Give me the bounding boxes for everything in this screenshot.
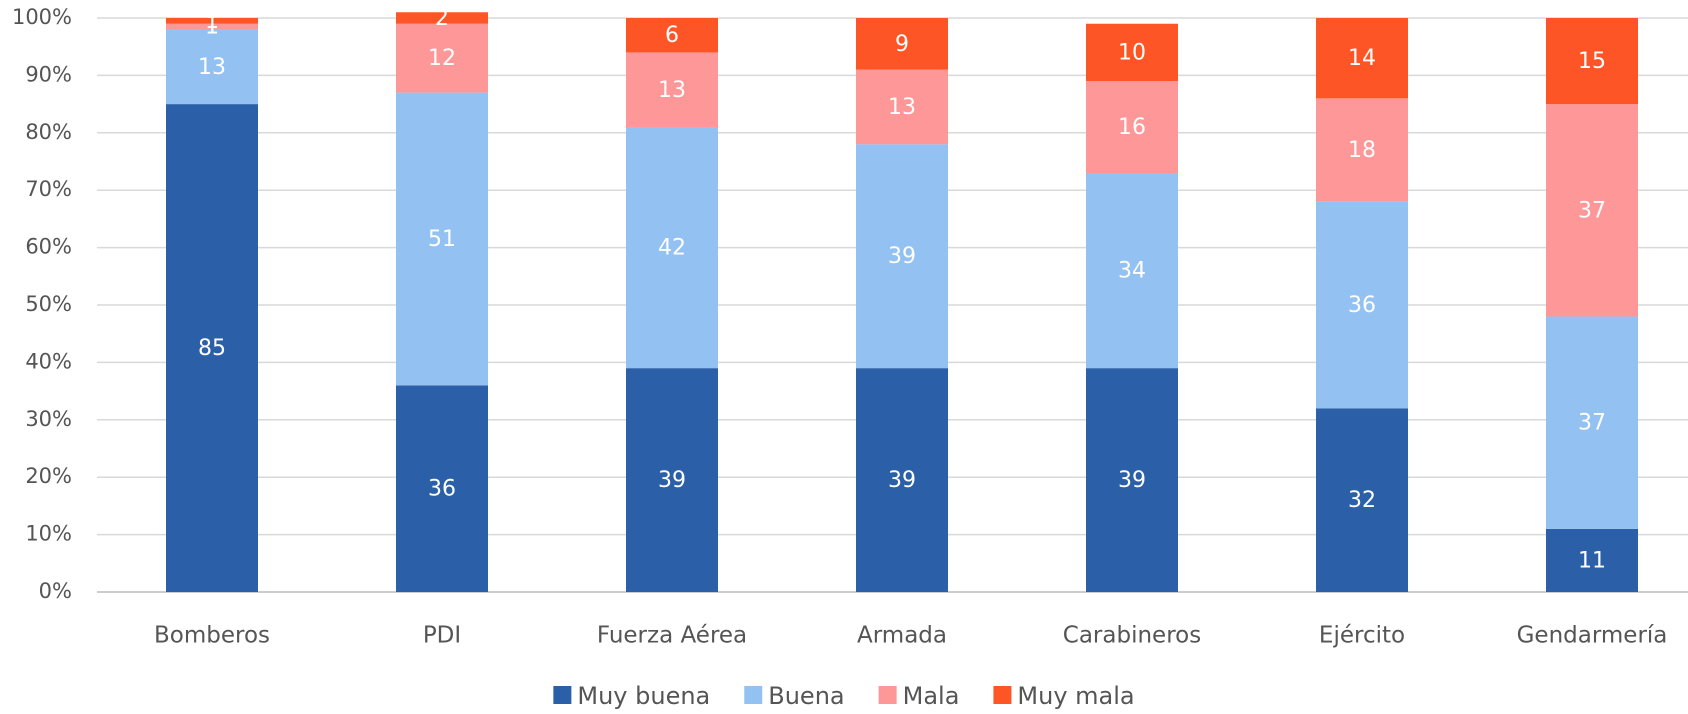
y-tick-label: 80% bbox=[25, 120, 72, 144]
y-tick-label: 30% bbox=[25, 407, 72, 431]
value-label: 36 bbox=[1348, 293, 1376, 318]
y-tick-label: 100% bbox=[12, 5, 72, 29]
x-tick-label: Armada bbox=[857, 623, 947, 649]
bar-segment bbox=[1546, 104, 1638, 317]
value-label: 39 bbox=[888, 244, 916, 269]
value-label: 13 bbox=[888, 95, 916, 120]
legend: Muy buena Buena Mala Muy mala bbox=[553, 682, 1135, 710]
x-tick-label: Carabineros bbox=[1063, 623, 1201, 649]
value-label: 39 bbox=[658, 468, 686, 493]
value-label: 51 bbox=[428, 227, 456, 252]
bar-segment bbox=[1316, 98, 1408, 202]
value-label: 14 bbox=[1348, 46, 1376, 71]
legend-swatch bbox=[553, 686, 572, 704]
bar-segment bbox=[396, 92, 488, 386]
bar-segment bbox=[1316, 18, 1408, 99]
value-label: 39 bbox=[1118, 468, 1146, 493]
y-tick-label: 50% bbox=[25, 292, 72, 316]
value-label: 11 bbox=[1578, 548, 1606, 573]
bar-segment bbox=[1316, 201, 1408, 409]
x-tick-label: Gendarmería bbox=[1517, 623, 1668, 649]
bar-segment bbox=[626, 127, 718, 369]
value-label: 13 bbox=[198, 55, 226, 80]
bar-segment bbox=[396, 12, 488, 24]
value-label: 18 bbox=[1348, 138, 1376, 163]
value-label: 37 bbox=[1578, 411, 1606, 436]
bar-segment bbox=[1546, 316, 1638, 529]
bar-segment bbox=[856, 144, 948, 369]
value-label: 12 bbox=[428, 46, 456, 71]
bar-segment bbox=[396, 23, 488, 93]
bar-segment bbox=[396, 385, 488, 592]
legend-label: Mala bbox=[903, 682, 960, 710]
bar-segment bbox=[856, 368, 948, 592]
y-tick-label: 20% bbox=[25, 464, 72, 488]
value-label: 32 bbox=[1348, 488, 1376, 513]
value-label: 9 bbox=[895, 32, 909, 57]
value-label: 42 bbox=[658, 236, 686, 261]
bar-segment bbox=[626, 18, 718, 53]
bar-segment bbox=[1546, 18, 1638, 105]
value-label: 37 bbox=[1578, 198, 1606, 223]
legend-label: Muy mala bbox=[1017, 682, 1134, 710]
y-tick-label: 70% bbox=[25, 177, 72, 201]
bar-segment bbox=[166, 18, 258, 24]
value-label: 15 bbox=[1578, 49, 1606, 74]
x-tick-label: PDI bbox=[423, 623, 461, 649]
value-label: 16 bbox=[1118, 115, 1146, 140]
value-label: 10 bbox=[1118, 40, 1146, 65]
legend-swatch bbox=[878, 686, 897, 704]
value-label: 34 bbox=[1118, 259, 1146, 284]
bar-segment bbox=[166, 23, 258, 30]
bar-segment bbox=[626, 368, 718, 592]
y-tick-label: 60% bbox=[25, 235, 72, 259]
bar-segment bbox=[626, 52, 718, 128]
y-tick-label: 10% bbox=[25, 522, 72, 546]
value-label: 36 bbox=[428, 477, 456, 502]
bar-segment bbox=[166, 29, 258, 105]
bar-segment bbox=[1316, 408, 1408, 592]
bar-segment bbox=[166, 104, 258, 592]
value-label: 1 bbox=[205, 9, 219, 34]
bar-segment bbox=[1086, 172, 1178, 369]
legend-label: Buena bbox=[768, 682, 844, 710]
bar-segment bbox=[856, 69, 948, 145]
bar-segment bbox=[1086, 81, 1178, 173]
value-label: 13 bbox=[658, 78, 686, 103]
value-label: 85 bbox=[198, 336, 226, 361]
y-tick-label: 90% bbox=[25, 62, 72, 86]
bar-segment bbox=[1086, 368, 1178, 592]
legend-label: Muy buena bbox=[577, 682, 710, 710]
bar-segment bbox=[1546, 528, 1638, 592]
x-tick-label: Ejército bbox=[1319, 623, 1405, 649]
legend-swatch bbox=[744, 686, 763, 704]
bar-segment bbox=[1086, 23, 1178, 82]
y-tick-label: 0% bbox=[39, 579, 72, 603]
x-tick-label: Bomberos bbox=[154, 623, 270, 649]
value-label: 6 bbox=[665, 23, 679, 48]
y-tick-label: 40% bbox=[25, 349, 72, 373]
value-label: 2 bbox=[435, 6, 449, 31]
x-tick-label: Fuerza Aérea bbox=[597, 623, 747, 649]
legend-swatch bbox=[993, 686, 1012, 704]
bar-segment bbox=[856, 18, 948, 70]
value-label: 39 bbox=[888, 468, 916, 493]
